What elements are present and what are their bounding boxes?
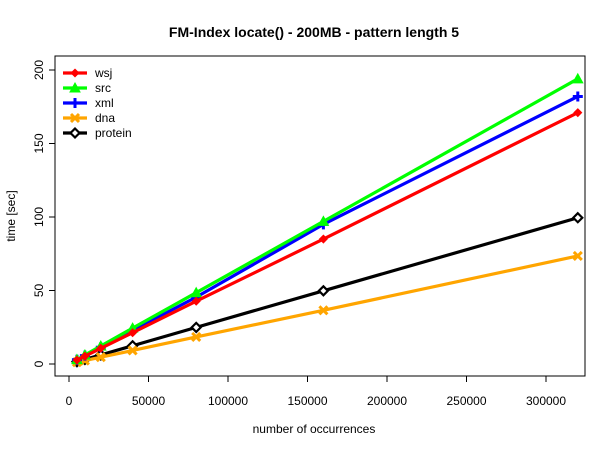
data-point — [572, 250, 583, 262]
data-point — [96, 343, 106, 353]
y-tick-label: 50 — [32, 284, 46, 298]
x-tick-label: 50000 — [132, 394, 166, 408]
y-tick-label: 150 — [32, 133, 46, 153]
series-line-wsj — [76, 111, 579, 362]
legend-label: dna — [95, 111, 115, 125]
data-point — [128, 328, 138, 338]
data-point — [571, 72, 584, 84]
x-tick-label: 100000 — [208, 394, 248, 408]
data-point — [80, 351, 90, 361]
data-point — [573, 108, 583, 118]
data-point — [318, 305, 329, 316]
data-point — [95, 352, 106, 363]
x-tick-label: 0 — [66, 394, 73, 408]
legend-swatch-marker — [70, 68, 80, 78]
x-tick-label: 250000 — [446, 394, 486, 408]
data-point — [190, 321, 203, 334]
legend-swatch-marker — [69, 81, 81, 93]
data-point — [318, 234, 328, 244]
legend-item-protein: protein — [63, 126, 132, 140]
data-point — [317, 215, 330, 226]
data-point — [191, 296, 201, 306]
y-tick-label: 200 — [32, 60, 46, 80]
series-line-dna — [76, 254, 579, 364]
x-tick-label: 150000 — [287, 394, 327, 408]
series-layer — [70, 72, 584, 368]
x-axis-label: number of occurrences — [253, 422, 376, 436]
legend-swatch-marker — [68, 126, 82, 140]
data-point — [127, 345, 138, 356]
x-axis: 0 50000 100000 150000 200000 250000 300000 — [66, 375, 566, 408]
data-point — [317, 284, 330, 297]
legend-item-dna: dna — [63, 111, 115, 125]
y-axis: 0 50 100 150 200 — [32, 60, 56, 367]
legend-label: src — [95, 81, 111, 95]
legend-swatch-marker — [70, 98, 80, 108]
series-wsj — [72, 108, 583, 365]
y-axis-label: time [sec] — [4, 190, 18, 241]
y-tick-label: 0 — [32, 360, 46, 367]
legend-label: wsj — [94, 66, 112, 80]
legend-item-xml: xml — [63, 96, 114, 110]
legend-label: protein — [95, 126, 132, 140]
data-point — [572, 91, 583, 102]
data-point — [571, 211, 584, 224]
series-src — [71, 72, 584, 365]
x-tick-label: 200000 — [367, 394, 407, 408]
y-tick-label: 100 — [32, 207, 46, 227]
series-dna — [71, 250, 583, 368]
legend-item-wsj: wsj — [63, 66, 112, 80]
legend-swatch-marker — [69, 112, 81, 124]
legend-label: xml — [95, 96, 114, 110]
chart-title: FM-Index locate() - 200MB - pattern leng… — [169, 24, 459, 40]
data-point — [191, 331, 202, 343]
series-line-src — [76, 77, 579, 361]
x-tick-label: 300000 — [526, 394, 566, 408]
data-point — [72, 355, 82, 365]
series-line-xml — [76, 95, 579, 362]
legend-item-src: src — [63, 81, 111, 95]
